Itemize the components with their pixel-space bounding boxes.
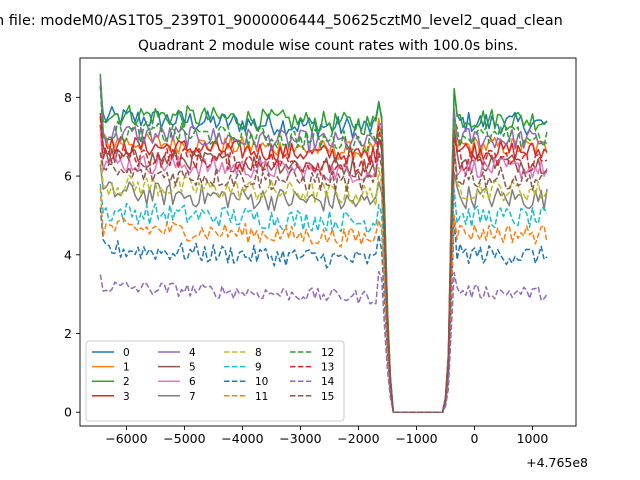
series-line-7 [99,164,548,413]
series-line-8 [99,150,548,413]
x-axis: −6000 −5000 −4000 −3000 −2000 −1000 0 1000 [105,426,548,446]
axes-frame [79,57,577,427]
legend-label-1: 1 [123,362,130,374]
plot-area [79,57,577,427]
y-tick-label: 6 [64,169,72,184]
x-offset-label: +4.765e8 [526,455,588,470]
series-line-3 [99,113,548,413]
series-line-14 [99,270,548,413]
legend-label-14: 14 [321,376,335,388]
legend-label-13: 13 [321,362,334,374]
series-line-5 [99,124,548,413]
legend-label-12: 12 [321,347,334,359]
legend-label-11: 11 [255,391,268,403]
series-line-0 [99,85,548,413]
legend-label-5: 5 [189,362,196,374]
series-line-13 [99,116,548,413]
series-line-12 [99,85,548,413]
y-axis: 0 2 4 6 8 [64,90,80,420]
legend-label-9: 9 [255,362,262,374]
series-line-1 [99,77,548,413]
x-tick-label: −3000 [279,431,321,446]
series-line-2 [99,73,548,413]
figure-suptitle: n file: modeM0/AS1T05_239T01_9000006444_… [0,13,563,29]
x-tick-label: −6000 [105,431,147,446]
series-line-11 [99,187,548,413]
x-tick-label: −2000 [337,431,379,446]
x-tick-label: 0 [471,431,479,446]
legend-label-0: 0 [123,347,130,359]
legend-label-15: 15 [321,391,334,403]
legend-label-10: 10 [255,376,268,388]
chart-title: Quadrant 2 module wise count rates with … [138,38,518,54]
y-tick-label: 4 [64,247,72,262]
y-tick-label: 2 [64,326,72,341]
x-tick-label: −5000 [163,431,205,446]
legend-label-7: 7 [189,391,196,403]
legend-label-4: 4 [189,347,196,359]
legend-box [85,340,345,422]
x-tick-label: −1000 [395,431,437,446]
x-tick-label: 1000 [517,431,549,446]
y-tick-label: 8 [64,90,72,105]
y-tick-label: 0 [64,405,72,420]
series-line-9 [99,183,548,413]
legend-label-8: 8 [255,347,262,359]
legend-label-2: 2 [123,376,130,388]
legend-label-6: 6 [189,376,196,388]
series-line-10 [99,207,548,413]
legend-label-3: 3 [123,391,130,403]
series-line-15 [99,147,548,413]
x-tick-label: −4000 [221,431,263,446]
